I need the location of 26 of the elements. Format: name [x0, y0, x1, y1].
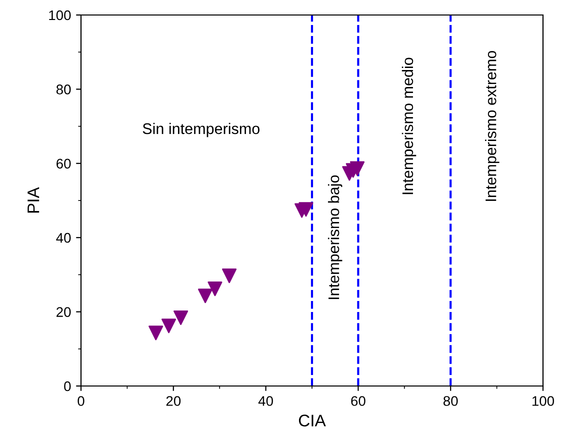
point: [298, 202, 314, 217]
x-tick-label: 20: [166, 396, 181, 406]
x-tick-label: 100: [532, 396, 554, 406]
x-tick-label: 80: [443, 396, 458, 406]
x-axis-title: CIA: [298, 414, 326, 426]
y-tick-label: 80: [56, 84, 71, 94]
annotation: Intemperismo extremo: [485, 50, 500, 201]
y-tick-label: 40: [56, 232, 71, 243]
point: [350, 161, 365, 176]
point: [198, 288, 213, 304]
point: [208, 282, 222, 296]
point: [161, 318, 176, 334]
point: [222, 268, 237, 284]
y-axis-title: PIA: [28, 187, 40, 213]
y-tick-label: 60: [56, 158, 71, 169]
annotation: Intemperismo medio: [402, 58, 416, 194]
x-tick-label: 60: [351, 396, 366, 406]
y-tick-label: 20: [56, 307, 71, 317]
point: [148, 326, 164, 340]
x-tick-label: 0: [78, 396, 84, 406]
y-tick-label: 100: [49, 10, 71, 20]
point: [174, 310, 188, 326]
annotation: Sin intemperismo: [142, 122, 260, 138]
y-tick-label: 0: [64, 381, 71, 392]
annotation: Intemperismo bajo: [328, 175, 342, 300]
x-tick-label: 40: [258, 396, 273, 406]
